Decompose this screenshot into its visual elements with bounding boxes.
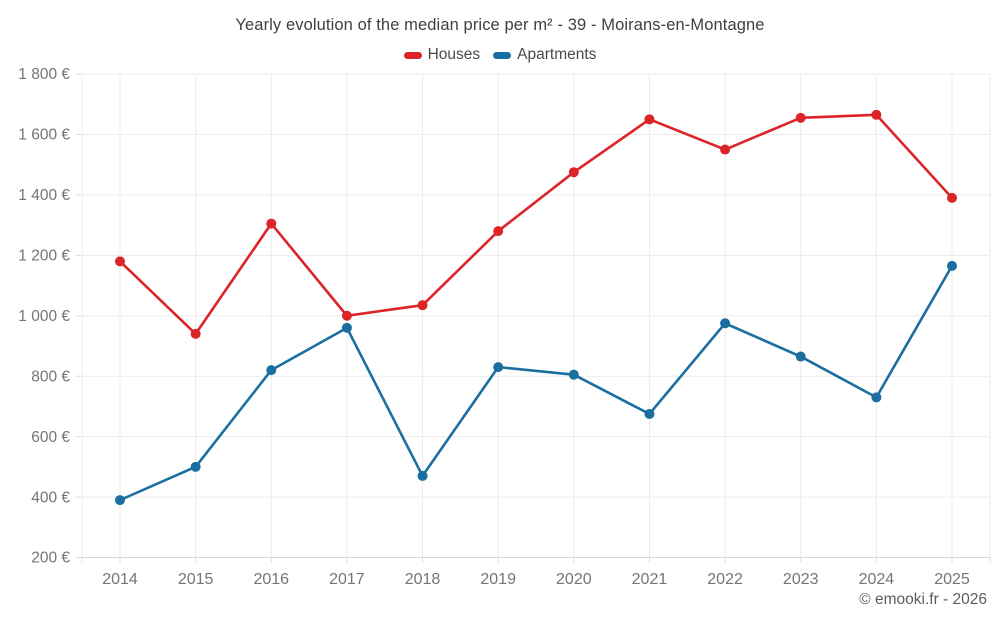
y-tick-label: 600 € (31, 429, 70, 446)
x-tick-label: 2025 (934, 571, 970, 588)
legend-item-apartments[interactable]: Apartments (493, 46, 596, 64)
series-line-houses (118, 113, 954, 336)
legend-swatch-apartments (493, 51, 512, 59)
x-tick-label: 2015 (178, 571, 214, 588)
y-tick-label: 1 800 € (18, 66, 70, 83)
legend-label: Apartments (517, 46, 597, 63)
data-point-apartments-2014[interactable] (115, 495, 125, 506)
data-point-apartments-2018[interactable] (417, 470, 428, 481)
data-point-houses-2018[interactable] (417, 300, 428, 311)
data-point-houses-2014[interactable] (115, 256, 125, 267)
x-tick-label: 2017 (329, 571, 365, 588)
legend: Houses Apartments (0, 46, 1000, 64)
x-tick-label: 2020 (556, 571, 592, 588)
series-line-apartments (118, 264, 954, 502)
y-tick-label: 800 € (31, 368, 70, 385)
data-point-apartments-2017[interactable] (341, 322, 352, 333)
data-point-houses-2025[interactable] (947, 192, 957, 203)
data-point-houses-2020[interactable] (568, 167, 579, 178)
data-point-apartments-2024[interactable] (871, 392, 882, 403)
y-tick-label: 1 000 € (18, 308, 70, 325)
data-point-houses-2021[interactable] (644, 114, 655, 125)
data-point-apartments-2020[interactable] (568, 369, 579, 380)
y-tick-label: 1 400 € (18, 187, 70, 204)
data-point-houses-2015[interactable] (190, 328, 201, 339)
data-point-apartments-2021[interactable] (644, 408, 655, 419)
x-tick-label: 2018 (405, 571, 441, 588)
legend-label: Houses (427, 46, 481, 63)
data-point-apartments-2015[interactable] (190, 461, 201, 472)
x-tick-label: 2023 (783, 571, 819, 588)
data-point-houses-2019[interactable] (493, 226, 504, 237)
x-tick-label: 2019 (480, 571, 516, 588)
data-point-apartments-2022[interactable] (720, 318, 731, 329)
data-point-apartments-2023[interactable] (795, 351, 806, 362)
data-point-apartments-2016[interactable] (266, 365, 277, 376)
y-tick-label: 200 € (31, 550, 70, 567)
y-tick-label: 1 600 € (18, 127, 70, 144)
copyright-credit: © emooki.fr - 2026 (859, 591, 987, 608)
x-tick-label: 2024 (859, 571, 895, 588)
legend-item-houses[interactable]: Houses (403, 46, 481, 64)
data-point-houses-2017[interactable] (341, 310, 352, 321)
y-tick-label: 1 200 € (18, 248, 70, 265)
x-tick-label: 2014 (102, 571, 138, 588)
legend-swatch-houses (403, 51, 422, 59)
chart-title: Yearly evolution of the median price per… (235, 16, 765, 34)
data-point-apartments-2019[interactable] (493, 362, 504, 373)
x-tick-label: 2016 (253, 571, 289, 588)
x-tick-label: 2021 (632, 571, 668, 588)
x-tick-label: 2022 (707, 571, 743, 588)
data-point-houses-2024[interactable] (871, 109, 882, 120)
data-point-houses-2022[interactable] (720, 144, 731, 155)
data-point-houses-2016[interactable] (266, 218, 277, 229)
data-point-apartments-2025[interactable] (947, 260, 957, 271)
data-point-houses-2023[interactable] (795, 112, 806, 123)
y-tick-label: 400 € (31, 489, 70, 506)
